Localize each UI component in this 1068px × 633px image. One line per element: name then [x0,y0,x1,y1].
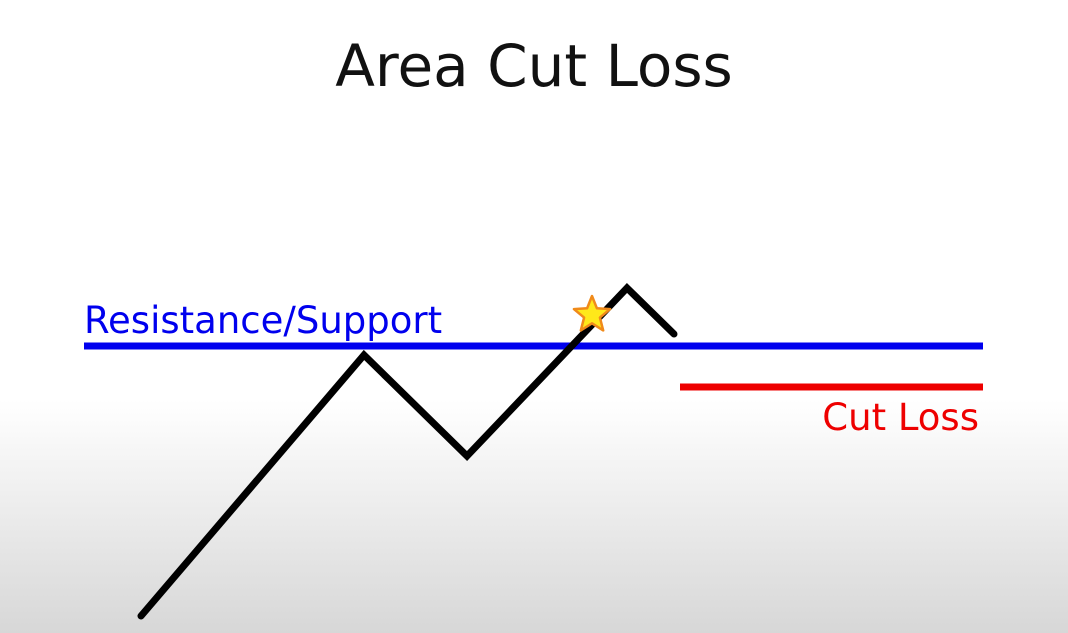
resistance-support-label: Resistance/Support [84,299,443,342]
price-path-line [137,283,678,620]
cut-loss-label: Cut Loss [822,396,979,439]
slide-title: Area Cut Loss [335,32,733,100]
star-icon [572,294,612,332]
